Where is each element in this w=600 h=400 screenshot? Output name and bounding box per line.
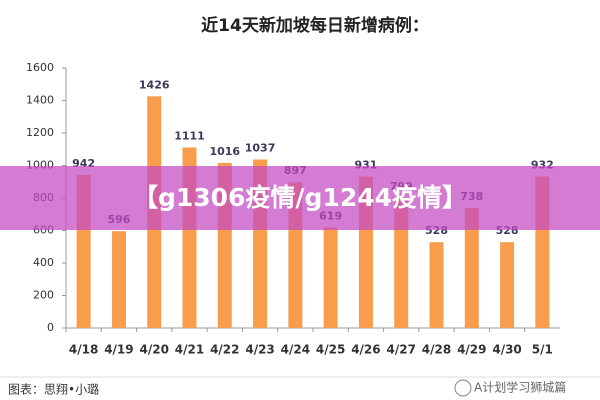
x-tick-label: 4/24 bbox=[281, 343, 310, 357]
banner-text: 【g1306疫情/g1244疫情】 bbox=[133, 183, 467, 212]
footer-credit: 图表：思翔•小璐 bbox=[8, 383, 99, 397]
data-label: 1426 bbox=[139, 78, 170, 91]
data-label: 1037 bbox=[245, 141, 276, 154]
data-label: 1111 bbox=[174, 129, 205, 142]
x-tick-label: 5/1 bbox=[532, 343, 553, 357]
x-tick-label: 4/23 bbox=[245, 343, 274, 357]
bar bbox=[429, 242, 444, 328]
x-tick-label: 4/25 bbox=[316, 343, 345, 357]
data-label: 1016 bbox=[209, 145, 240, 158]
bar bbox=[394, 198, 409, 328]
x-tick-label: 4/27 bbox=[386, 343, 415, 357]
x-tick-label: 4/19 bbox=[104, 343, 133, 357]
x-tick-label: 4/26 bbox=[351, 343, 380, 357]
watermark-icon bbox=[454, 379, 472, 397]
bar bbox=[111, 231, 126, 328]
y-tick-label: 1400 bbox=[26, 94, 54, 107]
y-tick-label: 400 bbox=[33, 256, 54, 269]
x-tick-label: 4/30 bbox=[492, 343, 521, 357]
y-tick-label: 1200 bbox=[26, 126, 54, 139]
x-tick-label: 4/20 bbox=[139, 343, 168, 357]
bar bbox=[323, 227, 338, 328]
x-tick-label: 4/29 bbox=[457, 343, 486, 357]
x-tick-label: 4/22 bbox=[210, 343, 239, 357]
x-tick-label: 4/21 bbox=[175, 343, 204, 357]
x-tick-label: 4/18 bbox=[69, 343, 98, 357]
x-tick-label: 4/28 bbox=[422, 343, 451, 357]
bar bbox=[464, 208, 479, 328]
bar bbox=[500, 242, 515, 328]
y-tick-label: 0 bbox=[47, 321, 54, 334]
banner-band bbox=[0, 166, 600, 230]
chart-title: 近14天新加坡每日新增病例： bbox=[201, 15, 429, 36]
watermark: A计划学习狮城篇 bbox=[474, 380, 566, 395]
y-tick-label: 200 bbox=[33, 289, 54, 302]
y-tick-label: 1600 bbox=[26, 61, 54, 74]
